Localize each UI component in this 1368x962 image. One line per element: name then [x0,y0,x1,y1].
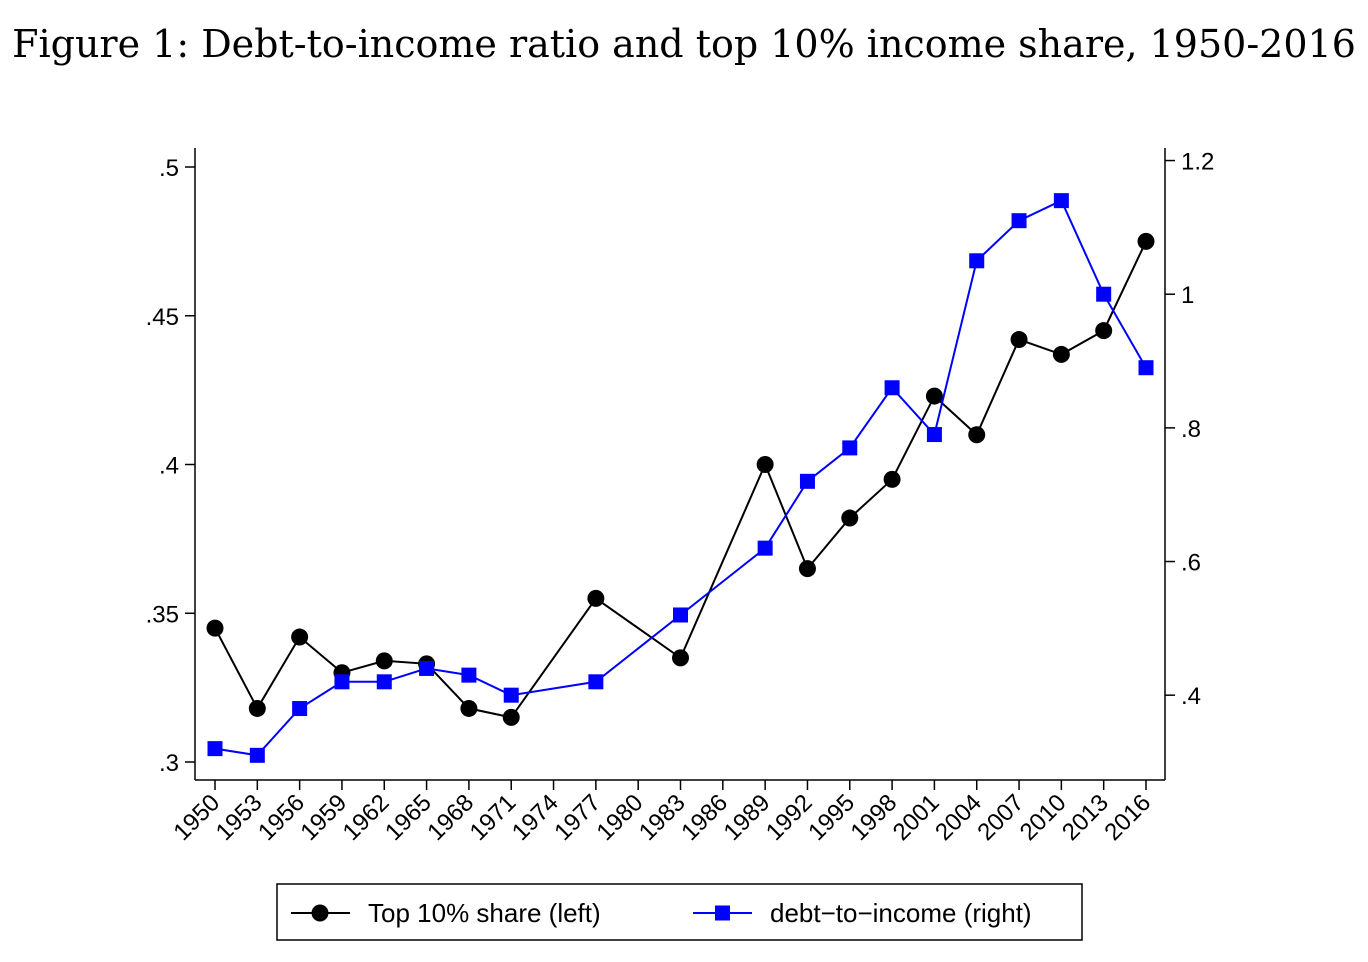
data-point [461,667,477,683]
x-tick-label: 2001 [888,789,945,846]
x-tick-label: 1977 [549,789,606,846]
x-tick-label: 1980 [592,789,649,846]
x-tick-label: 1971 [465,789,522,846]
data-point [248,699,266,717]
data-point [1137,232,1155,250]
data-point [502,708,520,726]
x-tick-label: 1986 [676,789,733,846]
y-right-tick-label: 1 [1181,282,1194,309]
legend-label: debt−to−income (right) [770,898,1032,928]
data-point [460,699,478,717]
y-right-tick-label: .4 [1181,683,1201,710]
data-point [376,674,392,690]
data-point [1095,322,1113,340]
x-tick-label: 1959 [295,789,352,846]
data-point [291,628,309,646]
data-point [926,427,942,443]
x-tick-label: 1974 [507,789,564,846]
x-tick-label: 1998 [845,789,902,846]
x-tick-label: 2007 [972,789,1029,846]
data-point [842,440,858,456]
data-point [206,619,224,637]
data-point [503,687,519,703]
x-tick-label: 1989 [719,789,776,846]
data-point [969,253,985,269]
chart-series [206,193,1155,763]
data-point [292,701,308,717]
data-point [798,560,816,578]
data-point [375,652,393,670]
chart-axes: .3.35.4.45.5.4.6.811.2195019531956195919… [146,148,1214,846]
data-point [884,380,900,396]
y-left-tick-label: .5 [159,155,179,182]
data-point [1010,331,1028,349]
x-tick-label: 2010 [1015,789,1072,846]
data-point [587,589,605,607]
data-point [334,674,350,690]
data-point [925,387,943,405]
data-point [1096,286,1112,302]
y-left-tick-label: .45 [146,304,179,331]
legend-box [276,883,1083,941]
legend-swatch-marker [311,904,329,922]
y-right-tick-label: .6 [1181,550,1201,577]
data-point [841,509,859,527]
x-tick-label: 1962 [338,789,395,846]
series-line [214,240,1147,719]
data-point [1052,345,1070,363]
x-tick-label: 1953 [211,789,268,846]
x-tick-label: 2016 [1099,789,1156,846]
y-right-tick-label: 1.2 [1181,149,1214,176]
data-point [883,470,901,488]
data-point [799,473,815,489]
data-point [249,747,265,763]
page-title: Figure 1: Debt-to-income ratio and top 1… [12,22,1356,66]
x-tick-label: 1992 [761,789,818,846]
series-top10-share [206,232,1155,726]
x-tick-label: 1983 [634,789,691,846]
y-left-tick-label: .3 [159,750,179,777]
series-debt-to-income [207,193,1154,763]
x-tick-label: 1950 [168,789,225,846]
data-point [588,674,604,690]
chart-legend: Top 10% share (left) debt−to−income (righ… [276,883,1083,941]
x-tick-label: 1995 [803,789,860,846]
data-point [673,607,688,623]
data-point [757,540,773,556]
x-tick-label: 1965 [380,789,437,846]
data-point [672,649,689,667]
data-point [1011,213,1027,229]
series-line [214,199,1147,757]
legend-label: Top 10% share (left) [368,898,601,928]
data-point [756,456,774,473]
data-point [1053,193,1069,209]
data-point [1138,360,1154,376]
x-tick-label: 2013 [1057,789,1114,846]
x-tick-label: 1956 [253,789,310,846]
data-point [419,660,435,676]
legend-swatch-marker [715,905,730,921]
y-left-tick-label: .35 [146,601,179,628]
y-left-tick-label: .4 [159,453,179,480]
x-tick-label: 2004 [930,789,987,846]
data-point [968,426,986,444]
x-tick-label: 1968 [422,789,479,846]
data-point [207,741,223,757]
y-right-tick-label: .8 [1181,416,1201,443]
